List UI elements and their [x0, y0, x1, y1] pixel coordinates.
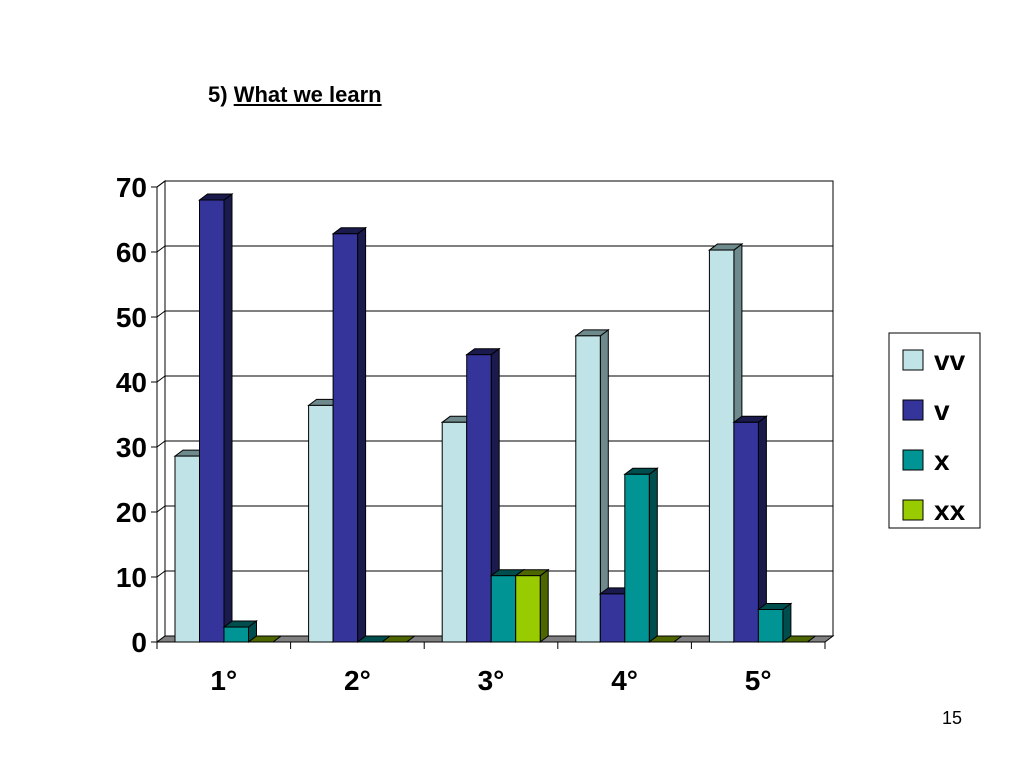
bar [331, 226, 368, 643]
bar [756, 602, 793, 643]
y-tick-label: 50 [116, 302, 147, 333]
bar-front [199, 199, 225, 643]
slide-title-prefix: 5) [208, 82, 228, 107]
gridline-side [156, 310, 166, 318]
chart-axis-layer: 0 10 20 30 40 50 60 70 1° 2° 3° 4° 5° [116, 172, 826, 696]
bar-side [357, 226, 367, 643]
bar-front [599, 593, 626, 643]
bar-front [575, 335, 601, 643]
x-tick-label: 4° [611, 665, 638, 696]
bar-front [223, 626, 249, 643]
x-tick-label: 3° [478, 665, 505, 696]
y-tick-label: 0 [131, 627, 147, 658]
x-tick-label: 2° [344, 665, 371, 696]
legend-swatch [902, 449, 924, 471]
slide-title: 5) What we learn [208, 82, 382, 108]
legend-swatch [902, 399, 924, 421]
bar [465, 347, 501, 643]
x-tick-label: 1° [210, 665, 237, 696]
legend-label: v [934, 395, 950, 426]
bar [732, 415, 768, 643]
gridline-side [156, 180, 166, 188]
page-number: 15 [941, 708, 962, 728]
bar-front [332, 233, 359, 643]
bar [514, 568, 550, 643]
bar [574, 328, 610, 643]
bar-front [490, 575, 517, 643]
x-tick-label: 5° [745, 665, 772, 696]
legend-label: xx [934, 495, 966, 526]
bar-front [708, 249, 735, 643]
chart-bars-layer [173, 193, 817, 643]
bar-front [174, 455, 200, 643]
bar [781, 635, 817, 643]
bar [222, 620, 258, 643]
bar-front [466, 354, 492, 643]
gridline-side [156, 440, 166, 448]
slide-title-text: What we learn [233, 82, 382, 107]
bar-front [733, 421, 759, 643]
gridline-side [156, 375, 166, 383]
y-tick-label: 60 [116, 237, 147, 268]
y-tick-label: 40 [116, 367, 147, 398]
legend-label: vv [934, 345, 966, 376]
bar [623, 467, 659, 643]
gridline-side [156, 505, 166, 513]
bar-side [648, 467, 658, 643]
bar-side [539, 568, 549, 643]
bar-front [441, 421, 468, 643]
legend-swatch [902, 349, 924, 371]
bar-front [515, 575, 541, 643]
bar-front [624, 473, 650, 643]
bar-side [782, 602, 792, 643]
y-tick-label: 30 [116, 432, 147, 463]
bar-front [308, 404, 334, 643]
bar-side [223, 193, 233, 643]
y-tick-label: 70 [116, 172, 147, 203]
bar-front [757, 609, 784, 643]
legend-label: x [934, 445, 950, 476]
bar [198, 193, 234, 643]
legend-box [888, 332, 981, 529]
y-tick-label: 20 [116, 497, 147, 528]
y-tick-label: 10 [116, 562, 147, 593]
gridline-side [156, 245, 166, 253]
gridline-side [156, 570, 166, 578]
side-wall [156, 180, 166, 643]
legend-swatch [902, 499, 924, 521]
